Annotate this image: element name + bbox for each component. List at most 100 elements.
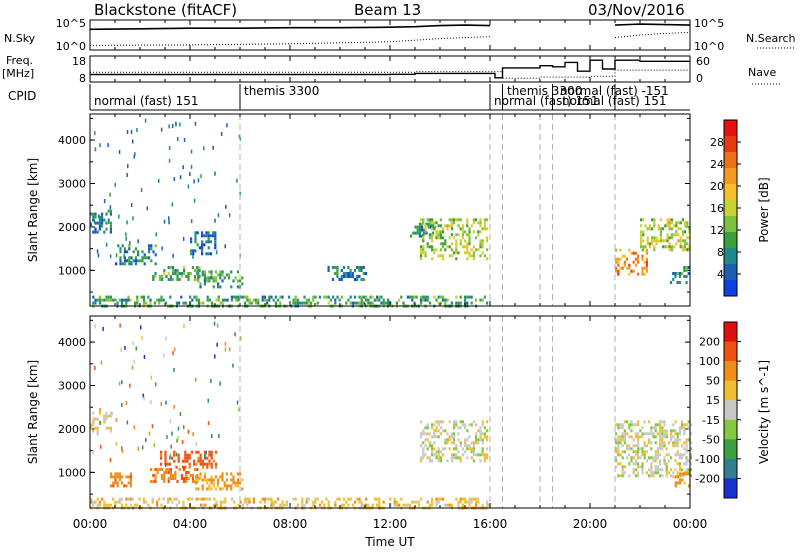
colorbar-tick-label: 24 (710, 158, 724, 171)
date-title: 03/Nov/2016 (588, 1, 685, 19)
power-colorbar-swatch (724, 232, 737, 249)
x-tick-label: 12:00 (373, 517, 408, 531)
velocity-colorbar-swatch (724, 439, 737, 460)
x-tick-label: 08:00 (273, 517, 308, 531)
colorbar-tick-label: -15 (702, 414, 720, 427)
tick-label: 10^5 (56, 17, 86, 30)
y-tick-label: 2000 (58, 221, 86, 234)
echo-region-10 (640, 218, 691, 252)
cpid-segment-label: normal (fast) -151 (560, 84, 669, 98)
x-tick-label: 16:00 (473, 517, 508, 531)
power-colorbar-swatch (724, 280, 737, 297)
power-colorbar-swatch (724, 200, 737, 217)
power-colorbar-swatch (724, 152, 737, 169)
nsearch-label: N.Search (746, 32, 796, 45)
series-line-freq (90, 59, 690, 79)
nsky-label: N.Sky (4, 32, 36, 45)
echo-region-6 (327, 266, 368, 281)
freq-label: Freq. (6, 54, 34, 67)
echo-region-1 (115, 244, 157, 266)
velocity-colorbar-frame (723, 321, 738, 499)
velocity-colorbar-swatch (724, 341, 737, 362)
y-axis-label: Slant Range [km] (26, 360, 40, 464)
power-colorbar-swatch (724, 264, 737, 281)
cpid-segment-label: themis 3300 (507, 84, 583, 98)
x-axis-label: Time UT (364, 535, 415, 549)
velocity-colorbar-swatch (724, 361, 737, 382)
colorbar-label: Power [dB] (757, 177, 771, 242)
echo-region-8 (672, 472, 691, 488)
echo-region-3 (160, 450, 218, 469)
power-colorbar-swatch (724, 216, 737, 233)
y-tick-label: 2000 (58, 423, 86, 436)
velocity-colorbar-swatch (724, 400, 737, 421)
colorbar-tick-label: 50 (706, 375, 720, 388)
colorbar-tick-label: -50 (702, 433, 720, 446)
y-tick-label: 1000 (58, 264, 86, 277)
echo-region-9 (615, 248, 648, 276)
tick-label: 10^0 (694, 40, 724, 53)
tick-label: 10^0 (56, 40, 86, 53)
tick-label: 8 (79, 72, 86, 85)
echo-region-1 (110, 472, 132, 488)
colorbar-tick-label: 12 (710, 224, 724, 237)
y-axis-label: Slant Range [km] (26, 158, 40, 262)
power-colorbar-swatch (724, 136, 737, 153)
power-colorbar-swatch (724, 184, 737, 201)
velocity-colorbar-swatch (724, 478, 737, 499)
x-tick-label: 00:00 (673, 517, 708, 531)
colorbar-tick-label: -100 (695, 453, 720, 466)
series-line-nsky (89, 24, 491, 31)
tick-label: 0 (696, 72, 703, 85)
y-tick-label: 3000 (58, 178, 86, 191)
y-tick-label: 4000 (58, 336, 86, 349)
y-tick-label: 3000 (58, 380, 86, 393)
series-line-nsky (614, 23, 691, 26)
velocity-colorbar-swatch (724, 322, 737, 343)
series-line-nsearch (89, 36, 491, 46)
x-tick-label: 04:00 (173, 517, 208, 531)
velocity-colorbar-swatch (724, 380, 737, 401)
velocity-colorbar-swatch (724, 458, 737, 479)
tick-label: 60 (696, 55, 710, 68)
x-tick-label: 20:00 (573, 517, 608, 531)
echo-region-11 (670, 266, 690, 284)
echo-region-3 (197, 270, 244, 289)
station-title: Blackstone (fitACF) (94, 1, 238, 19)
colorbar-tick-label: 200 (699, 336, 720, 349)
colorbar-label: Velocity [m s^-1] (757, 360, 771, 464)
colorbar-tick-label: 100 (699, 355, 720, 368)
echo-region-6 (420, 420, 489, 463)
series-line-nave (90, 69, 690, 79)
power-colorbar-swatch (724, 248, 737, 265)
echo-region-7 (410, 222, 437, 238)
beam-title: Beam 13 (354, 1, 422, 19)
x-tick-label: 00:00 (73, 517, 108, 531)
colorbar-tick-label: 15 (706, 394, 720, 407)
echo-region-4 (195, 472, 244, 491)
cpid-segment-label: normal (fast) 151 (94, 94, 199, 108)
power-colorbar-swatch (724, 120, 737, 137)
velocity-colorbar-swatch (724, 419, 737, 440)
echo-region-2 (150, 468, 201, 483)
power-panel-sparse-echoes (90, 118, 242, 265)
cpid-segment-label: normal (fast) 151 (562, 94, 667, 108)
colorbar-tick-label: -200 (695, 472, 720, 485)
colorbar-tick-label: 28 (710, 136, 724, 149)
series-line-nsearch (614, 31, 691, 39)
echo-region-4 (190, 231, 217, 256)
echo-region-5 (92, 295, 489, 308)
nave-label: Nave (748, 66, 777, 79)
tick-label: 18 (72, 55, 86, 68)
cpid-label: CPID (8, 89, 37, 103)
velocity-panel-sparse-echoes (92, 321, 242, 467)
colorbar-tick-label: 16 (710, 202, 724, 215)
power-panel-background (90, 114, 690, 306)
echo-region-7 (615, 420, 692, 478)
cpid-segment-label: normal (fast) 151 (494, 94, 599, 108)
y-tick-label: 1000 (58, 466, 86, 479)
colorbar-tick-label: 8 (717, 246, 724, 259)
tick-label: 10^5 (694, 17, 724, 30)
colorbar-tick-label: 20 (710, 180, 724, 193)
